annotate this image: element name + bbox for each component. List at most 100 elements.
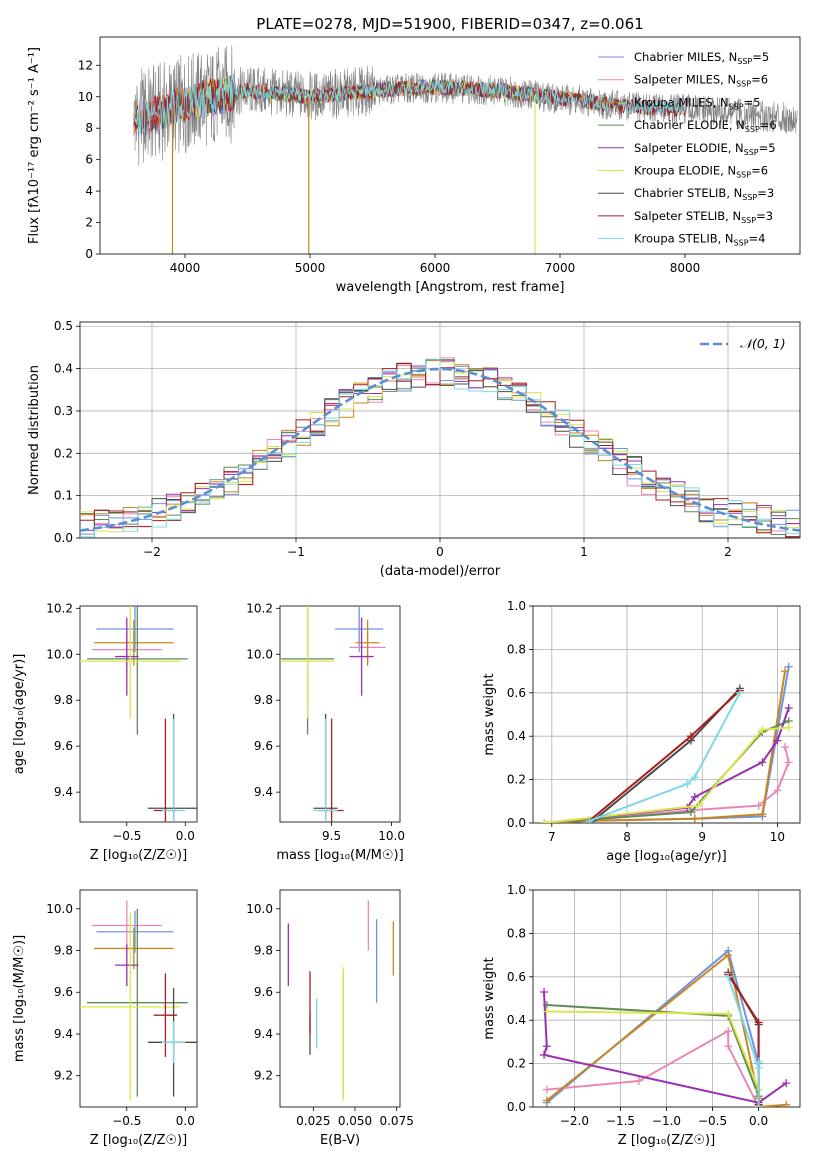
x-axis-label: mass [log₁₀(M/M☉)]	[276, 848, 403, 863]
weight-marker	[754, 801, 763, 810]
model-spectrum-8	[133, 75, 686, 136]
axes-weight-vs-age: 7 8 9 10 0.0 0.2 0.4 0.6 0.8 1.0 age [log₁₀(age/yr…	[482, 599, 800, 864]
x-axis-label: Z [log₁₀(Z/Z☉)]	[90, 1133, 187, 1148]
errorbar-point	[313, 718, 338, 822]
x-tick-label: 5000	[295, 261, 326, 275]
errorbar-point	[115, 617, 139, 696]
y-tick-label: 0.1	[54, 489, 73, 503]
y-tick-label: 9.4	[254, 1027, 273, 1041]
y-tick-label: 10.0	[46, 902, 73, 916]
y-tick-label: 9.6	[254, 985, 273, 999]
weight-lines	[540, 946, 791, 1107]
x-tick-label: 0	[436, 545, 444, 559]
plot-frame	[532, 605, 801, 824]
y-tick-label: 9.8	[254, 944, 273, 958]
weight-lines	[540, 662, 793, 823]
y-tick-label: 0.0	[54, 531, 73, 545]
histogram-8	[80, 358, 800, 538]
weight-marker	[782, 1079, 791, 1088]
x-tick-label: 2	[724, 545, 732, 559]
errorbar-point	[94, 619, 174, 666]
y-tick-label: 9.8	[54, 944, 73, 958]
weight-marker	[694, 801, 703, 810]
y-tick-label: 10.2	[246, 601, 273, 615]
weight-marker	[784, 662, 793, 671]
y-tick-label: 10.0	[246, 647, 273, 661]
weight-marker	[686, 732, 695, 741]
legend-label: Salpeter ELODIE, NSSP=5	[634, 141, 776, 157]
x-tick-label: 0.050	[338, 1114, 372, 1128]
x-tick-label: 1	[580, 545, 588, 559]
weight-line-5	[546, 1010, 760, 1107]
axes-mass-vs-EBV: 0.025 0.050 0.075 9.2 9.4 9.6 9.8 10.0 E(B-V)	[246, 902, 414, 1148]
errorbar-point	[335, 606, 384, 652]
y-tick-label: 9.6	[54, 739, 73, 753]
errorbar-point	[115, 944, 139, 986]
weight-marker	[542, 1096, 551, 1105]
y-tick-label: 9.4	[54, 785, 73, 799]
y-tick-label: 9.2	[254, 1069, 273, 1083]
legend-label: Chabrier ELODIE, NSSP=6	[634, 118, 777, 134]
errorbar-point	[80, 606, 181, 719]
errorbars	[80, 606, 197, 822]
y-axis-label: mass weight	[482, 673, 497, 755]
y-tick-label: 9.8	[54, 693, 73, 707]
y-tick-label: 0.6	[507, 686, 526, 700]
weight-marker	[585, 816, 594, 823]
x-tick-label: −0.5	[112, 1114, 141, 1128]
errorbar-point	[281, 606, 334, 719]
weight-marker	[683, 779, 692, 788]
legend-label: Salpeter MILES, NSSP=6	[634, 73, 768, 89]
weight-marker	[542, 1007, 551, 1016]
y-tick-label: 9.8	[254, 693, 273, 707]
errorbars	[281, 606, 386, 822]
x-tick-label: 10	[770, 830, 785, 844]
errorbars	[80, 900, 197, 1101]
x-tick-label: −1.5	[606, 1114, 635, 1128]
y-tick-label: 10	[78, 90, 93, 104]
weight-line-6	[592, 687, 741, 822]
legend-label: 𝒩(0, 1)	[740, 336, 786, 351]
y-tick-label: 9.4	[54, 1027, 73, 1041]
axes-age-vs-Z: −0.5 0.0 9.4 9.6 9.8 10.0 10.2 Z [log₁₀(Z/Z☉)] a…	[12, 601, 195, 863]
weight-line-7	[588, 689, 741, 822]
axes-age-vs-mass: 9.5 10.0 9.4 9.6 9.8 10.0 10.2 mass [log₁₀(M/M☉…	[246, 601, 405, 863]
axes-residuals: −2 −1 0 1 2 0.0 0.1 0.2 0.3 0.4 0.5 (data-model)/er…	[27, 319, 800, 579]
y-tick-label: 0.2	[507, 1057, 526, 1071]
weight-marker	[758, 758, 767, 767]
weight-marker	[773, 736, 782, 745]
y-tick-label: 12	[78, 58, 93, 72]
axes-spectrum: 4000 5000 6000 7000 8000 0 2 4 6 8 10 12 wavelength …	[27, 47, 700, 295]
x-axis-label: (data-model)/error	[380, 564, 501, 579]
normal-curve	[80, 367, 800, 532]
x-tick-label: 0.0	[176, 1114, 195, 1128]
weight-marker	[690, 792, 699, 801]
y-tick-label: 9.4	[254, 785, 273, 799]
plot-frame	[99, 36, 801, 255]
y-tick-label: 0.5	[54, 319, 73, 333]
legend-label: Chabrier MILES, NSSP=5	[634, 50, 769, 66]
x-tick-label: 9	[698, 830, 706, 844]
x-tick-label: −2.0	[560, 1114, 589, 1128]
histograms	[80, 357, 800, 538]
weight-marker	[784, 758, 793, 767]
errorbar-point	[87, 908, 188, 1097]
weight-marker	[784, 723, 793, 732]
weight-line-1	[544, 746, 790, 823]
x-tick-label: 4000	[170, 261, 201, 275]
weight-marker	[634, 1076, 643, 1085]
x-tick-label: −0.5	[112, 829, 141, 843]
y-axis-label: age [log₁₀(age/yr)]	[12, 654, 27, 775]
weight-marker	[724, 1009, 733, 1018]
x-axis-label: E(B-V)	[320, 1133, 360, 1148]
x-tick-label: −2	[143, 545, 161, 559]
weight-marker	[758, 810, 767, 819]
plot-frame	[279, 605, 401, 823]
y-tick-label: 4	[85, 184, 93, 198]
x-tick-label: 0.025	[296, 1114, 330, 1128]
weight-marker	[540, 987, 549, 996]
errorbar-point	[355, 619, 380, 666]
x-axis-label: age [log₁₀(age/yr)]	[606, 849, 727, 864]
y-tick-label: 8	[85, 121, 93, 135]
